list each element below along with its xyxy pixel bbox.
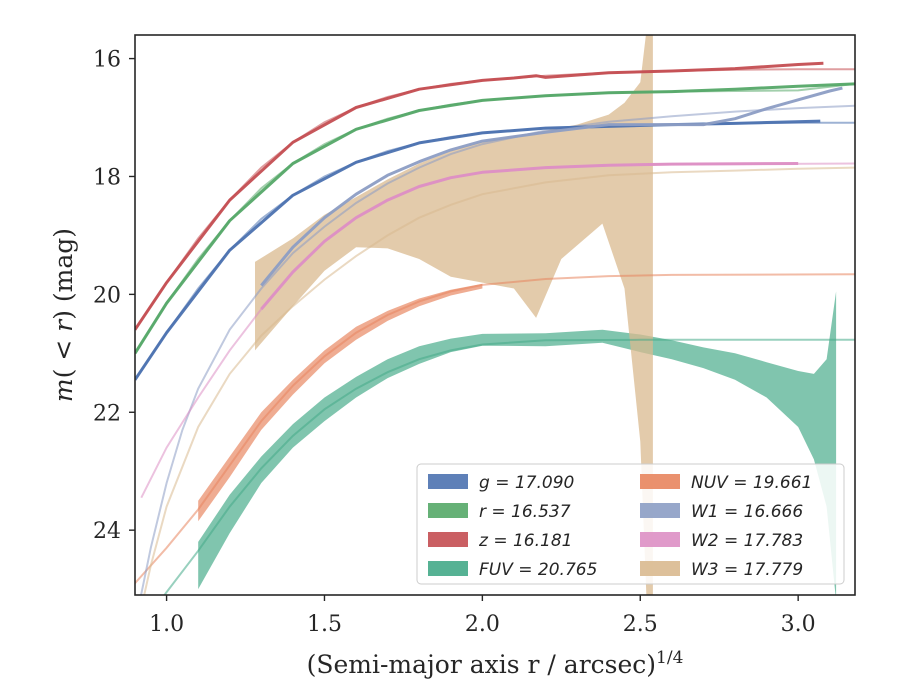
legend-swatch-r [428, 503, 468, 518]
legend-entry-nuv: NUV = 19.661 [691, 473, 812, 493]
x-tick-label: 3.0 [781, 612, 816, 637]
x-tick-label: 1.0 [149, 612, 184, 637]
legend-swatch-w3 [640, 561, 680, 576]
x-axis-ticks: 1.0 1.5 2.0 2.5 3.0 [149, 595, 816, 637]
y-tick-label: 18 [93, 165, 121, 190]
y-tick-label: 16 [93, 48, 121, 73]
band-w1-model-curve [140, 104, 855, 595]
legend-swatch-nuv [640, 474, 680, 489]
x-axis-label: (Semi-major axis r / arcsec)1/4 [307, 648, 684, 679]
band-r-measured-curve [135, 82, 855, 355]
legend-entry-r: r = 16.537 [479, 502, 571, 522]
legend-entry-w3: W3 = 17.779 [691, 560, 803, 580]
band-z-measured-curve [135, 61, 824, 331]
band-nuv-model-curve [135, 273, 855, 584]
band-w3-error-region [255, 35, 653, 595]
y-tick-label: 20 [93, 283, 121, 308]
band-w2-measured-curve [260, 162, 799, 311]
error-bands [198, 35, 837, 595]
legend-entry-z: z = 16.181 [478, 531, 572, 551]
band-w1-measured-curve [260, 86, 843, 287]
y-axis-label: m( < r) (mag) [49, 228, 78, 402]
x-tick-label: 1.5 [307, 612, 342, 637]
legend-entry-w2: W2 = 17.783 [691, 531, 803, 551]
band-w3-model-curve [143, 166, 855, 595]
legend-swatch-w2 [640, 532, 680, 547]
y-axis-ticks: 16 18 20 22 24 [93, 48, 135, 544]
y-tick-label: 22 [93, 401, 121, 426]
plot-frame [134, 34, 856, 596]
legend-entry-w1: W1 = 16.666 [691, 502, 803, 522]
x-tick-label: 2.0 [465, 612, 500, 637]
y-tick-label: 24 [93, 519, 121, 544]
legend-swatch-fuv [428, 561, 468, 576]
x-axis-label-exponent: 1/4 [656, 648, 683, 668]
legend: g = 17.090 r = 16.537 z = 16.181 FUV = 20.7… [416, 463, 845, 585]
legend-swatch-z [428, 532, 468, 547]
legend-frame [416, 463, 845, 585]
x-tick-label: 2.5 [623, 612, 658, 637]
legend-swatch-g [428, 474, 468, 489]
legend-swatch-w1 [640, 503, 680, 518]
legend-entry-g: g = 17.090 [479, 473, 574, 493]
legend-entry-fuv: FUV = 20.765 [479, 560, 597, 580]
measured-curves [135, 61, 855, 381]
band-fuv-model-curve [163, 338, 855, 595]
